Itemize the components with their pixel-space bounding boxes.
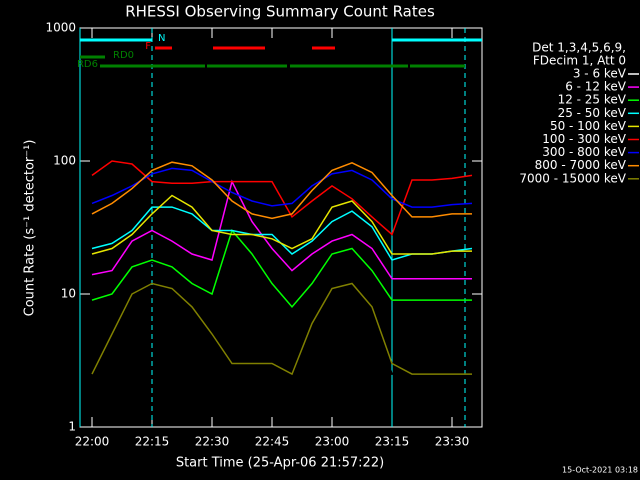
legend-label: 7000 - 15000 keV bbox=[519, 171, 626, 185]
series-line bbox=[91, 220, 472, 375]
series-line bbox=[91, 194, 472, 255]
flag-label: N bbox=[158, 33, 165, 44]
flag-label: RD6 bbox=[77, 59, 98, 70]
legend-header: FDecim 1, Att 0 bbox=[533, 54, 626, 68]
x-tick-label: 23:15 bbox=[375, 435, 410, 449]
legend-label: 12 - 25 keV bbox=[558, 93, 627, 107]
footer: 15-Oct-2021 03:18 bbox=[562, 466, 638, 475]
legend-label: 800 - 7000 keV bbox=[535, 158, 627, 172]
series-line bbox=[91, 282, 472, 376]
legend-label: 50 - 100 keV bbox=[550, 119, 627, 133]
x-tick-label: 22:45 bbox=[255, 435, 290, 449]
x-tick-label: 22:00 bbox=[75, 435, 110, 449]
series-line bbox=[91, 160, 473, 236]
x-axis-label: Start Time (25-Apr-06 21:57:22) bbox=[176, 456, 384, 471]
legend-label: 25 - 50 keV bbox=[558, 106, 627, 120]
series-line bbox=[91, 228, 472, 309]
x-tick-label: 23:00 bbox=[315, 435, 350, 449]
y-tick-label: 100 bbox=[53, 154, 76, 168]
flag-label: RD0 bbox=[113, 50, 134, 61]
series-line bbox=[91, 179, 472, 280]
legend-label: 100 - 300 keV bbox=[542, 132, 626, 146]
legend-label: 6 - 12 keV bbox=[565, 80, 627, 94]
x-tick-label: 23:30 bbox=[435, 435, 470, 449]
y-axis-label: Count Rate (s⁻¹ detector⁻¹) bbox=[23, 140, 38, 317]
x-tick-label: 22:15 bbox=[135, 435, 170, 449]
legend-label: 3 - 6 keV bbox=[573, 67, 627, 81]
flag-label: F bbox=[145, 41, 151, 52]
legend-label: 300 - 800 keV bbox=[542, 145, 626, 159]
y-tick-label: 1000 bbox=[45, 21, 76, 35]
legend-header: Det 1,3,4,5,6,9, bbox=[532, 41, 626, 55]
y-tick-label: 1 bbox=[68, 420, 76, 434]
series-line bbox=[91, 167, 473, 208]
y-tick-label: 10 bbox=[61, 287, 76, 301]
chart-title: RHESSI Observing Summary Count Rates bbox=[125, 3, 435, 21]
series-line bbox=[91, 161, 472, 220]
x-tick-label: 22:30 bbox=[195, 435, 230, 449]
